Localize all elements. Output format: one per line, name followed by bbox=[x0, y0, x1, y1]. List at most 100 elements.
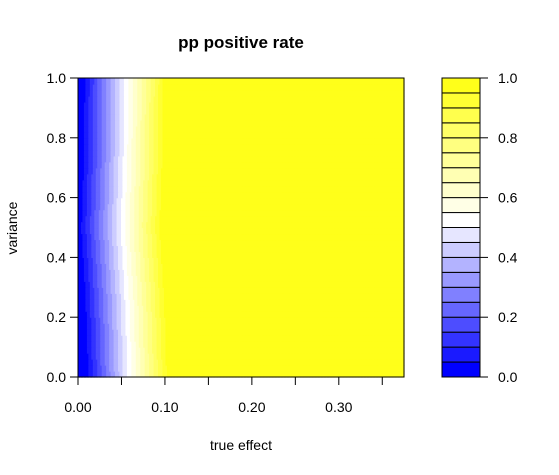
heatmap-cell bbox=[270, 323, 273, 330]
heatmap-cell bbox=[294, 281, 297, 288]
heatmap-cell bbox=[235, 365, 238, 372]
heatmap-cell bbox=[195, 347, 198, 354]
heatmap-cell bbox=[349, 371, 352, 378]
heatmap-plot-area bbox=[78, 78, 405, 378]
heatmap-cell bbox=[318, 323, 321, 330]
heatmap-cell bbox=[359, 311, 362, 318]
heatmap-cell bbox=[141, 281, 144, 288]
heatmap-cell bbox=[235, 317, 238, 324]
heatmap-cell bbox=[100, 341, 103, 348]
heatmap-cell bbox=[307, 329, 310, 336]
heatmap-cell bbox=[365, 317, 368, 324]
heatmap-cell bbox=[131, 269, 134, 276]
heatmap-cell bbox=[313, 323, 316, 330]
heatmap-cell bbox=[331, 317, 334, 324]
heatmap-cell bbox=[116, 341, 119, 348]
heatmap-cell bbox=[303, 365, 306, 372]
heatmap-cell bbox=[328, 353, 331, 360]
heatmap-cell bbox=[169, 317, 172, 324]
heatmap-cell bbox=[163, 365, 167, 372]
heatmap-cell bbox=[295, 371, 298, 378]
heatmap-cell bbox=[189, 269, 192, 276]
heatmap-cell bbox=[202, 329, 205, 336]
heatmap-cell bbox=[112, 365, 115, 372]
heatmap-cell bbox=[266, 281, 269, 288]
heatmap-cell bbox=[272, 353, 275, 360]
heatmap-cell bbox=[140, 365, 143, 372]
heatmap-cell bbox=[83, 299, 87, 306]
heatmap-cell bbox=[143, 323, 146, 330]
heatmap-cell bbox=[243, 269, 247, 276]
heatmap-cell bbox=[312, 365, 315, 372]
heatmap-cell bbox=[393, 365, 396, 372]
heatmap-cell bbox=[120, 371, 124, 378]
heatmap-cell bbox=[387, 311, 390, 318]
heatmap-cell bbox=[202, 371, 205, 378]
heatmap-cell bbox=[189, 359, 192, 366]
heatmap-cell bbox=[86, 323, 89, 330]
heatmap-cell bbox=[122, 287, 125, 294]
heatmap-cell bbox=[337, 335, 340, 342]
heatmap-cell bbox=[131, 263, 134, 270]
heatmap-cell bbox=[174, 263, 177, 270]
heatmap-cell bbox=[203, 287, 207, 294]
heatmap-cell bbox=[266, 269, 269, 276]
heatmap-cell bbox=[143, 311, 146, 318]
heatmap-cell bbox=[150, 269, 153, 276]
heatmap-cell bbox=[319, 347, 322, 354]
heatmap-cell bbox=[390, 341, 393, 348]
heatmap-cell bbox=[131, 311, 134, 318]
heatmap-cell bbox=[279, 317, 282, 324]
heatmap-cell bbox=[306, 281, 309, 288]
heatmap-cell bbox=[138, 323, 141, 330]
heatmap-cell bbox=[288, 317, 291, 324]
heatmap-cell bbox=[199, 347, 202, 354]
heatmap-cell bbox=[166, 299, 169, 306]
heatmap-cell bbox=[309, 287, 312, 294]
heatmap-cell bbox=[209, 305, 212, 312]
heatmap-cell bbox=[163, 347, 167, 354]
heatmap-cell bbox=[217, 281, 220, 288]
heatmap-cell bbox=[143, 359, 146, 366]
heatmap-cell bbox=[321, 347, 324, 354]
heatmap-cell bbox=[205, 329, 208, 336]
heatmap-cell bbox=[328, 371, 331, 378]
heatmap-cell bbox=[125, 299, 128, 306]
heatmap-cell bbox=[338, 305, 341, 312]
heatmap-cell bbox=[292, 317, 295, 324]
heatmap-cell bbox=[255, 359, 258, 366]
heatmap-cell bbox=[236, 311, 239, 318]
heatmap-cell bbox=[214, 347, 217, 354]
heatmap-cell bbox=[332, 335, 335, 342]
heatmap-cell bbox=[91, 323, 94, 330]
heatmap-cell bbox=[267, 359, 270, 366]
heatmap-cell bbox=[131, 329, 134, 336]
heatmap-cell bbox=[217, 359, 220, 366]
heatmap-cell bbox=[229, 341, 232, 348]
heatmap-cell bbox=[221, 347, 224, 354]
heatmap-cell bbox=[328, 275, 331, 282]
heatmap-cell bbox=[316, 371, 319, 378]
heatmap-cell bbox=[193, 281, 196, 288]
heatmap-cell bbox=[88, 317, 91, 324]
heatmap-cell bbox=[144, 293, 147, 300]
heatmap-cell bbox=[286, 317, 290, 324]
heatmap-cell bbox=[340, 287, 343, 294]
heatmap-cell bbox=[352, 305, 355, 312]
heatmap-cell bbox=[195, 371, 198, 378]
heatmap-cell bbox=[203, 335, 207, 342]
heatmap-cell bbox=[381, 317, 384, 324]
heatmap-cell bbox=[192, 335, 195, 342]
heatmap-cell bbox=[303, 317, 306, 324]
heatmap-cell bbox=[112, 335, 115, 342]
heatmap-cell bbox=[209, 353, 212, 360]
heatmap-cell bbox=[172, 299, 175, 306]
heatmap-cell bbox=[156, 263, 159, 270]
heatmap-cell bbox=[263, 281, 266, 288]
heatmap-cell bbox=[335, 281, 338, 288]
heatmap-cell bbox=[249, 311, 252, 318]
heatmap-cell bbox=[272, 347, 275, 354]
heatmap-cell bbox=[399, 317, 402, 324]
heatmap-cell bbox=[190, 275, 193, 282]
heatmap-cell bbox=[150, 353, 153, 360]
